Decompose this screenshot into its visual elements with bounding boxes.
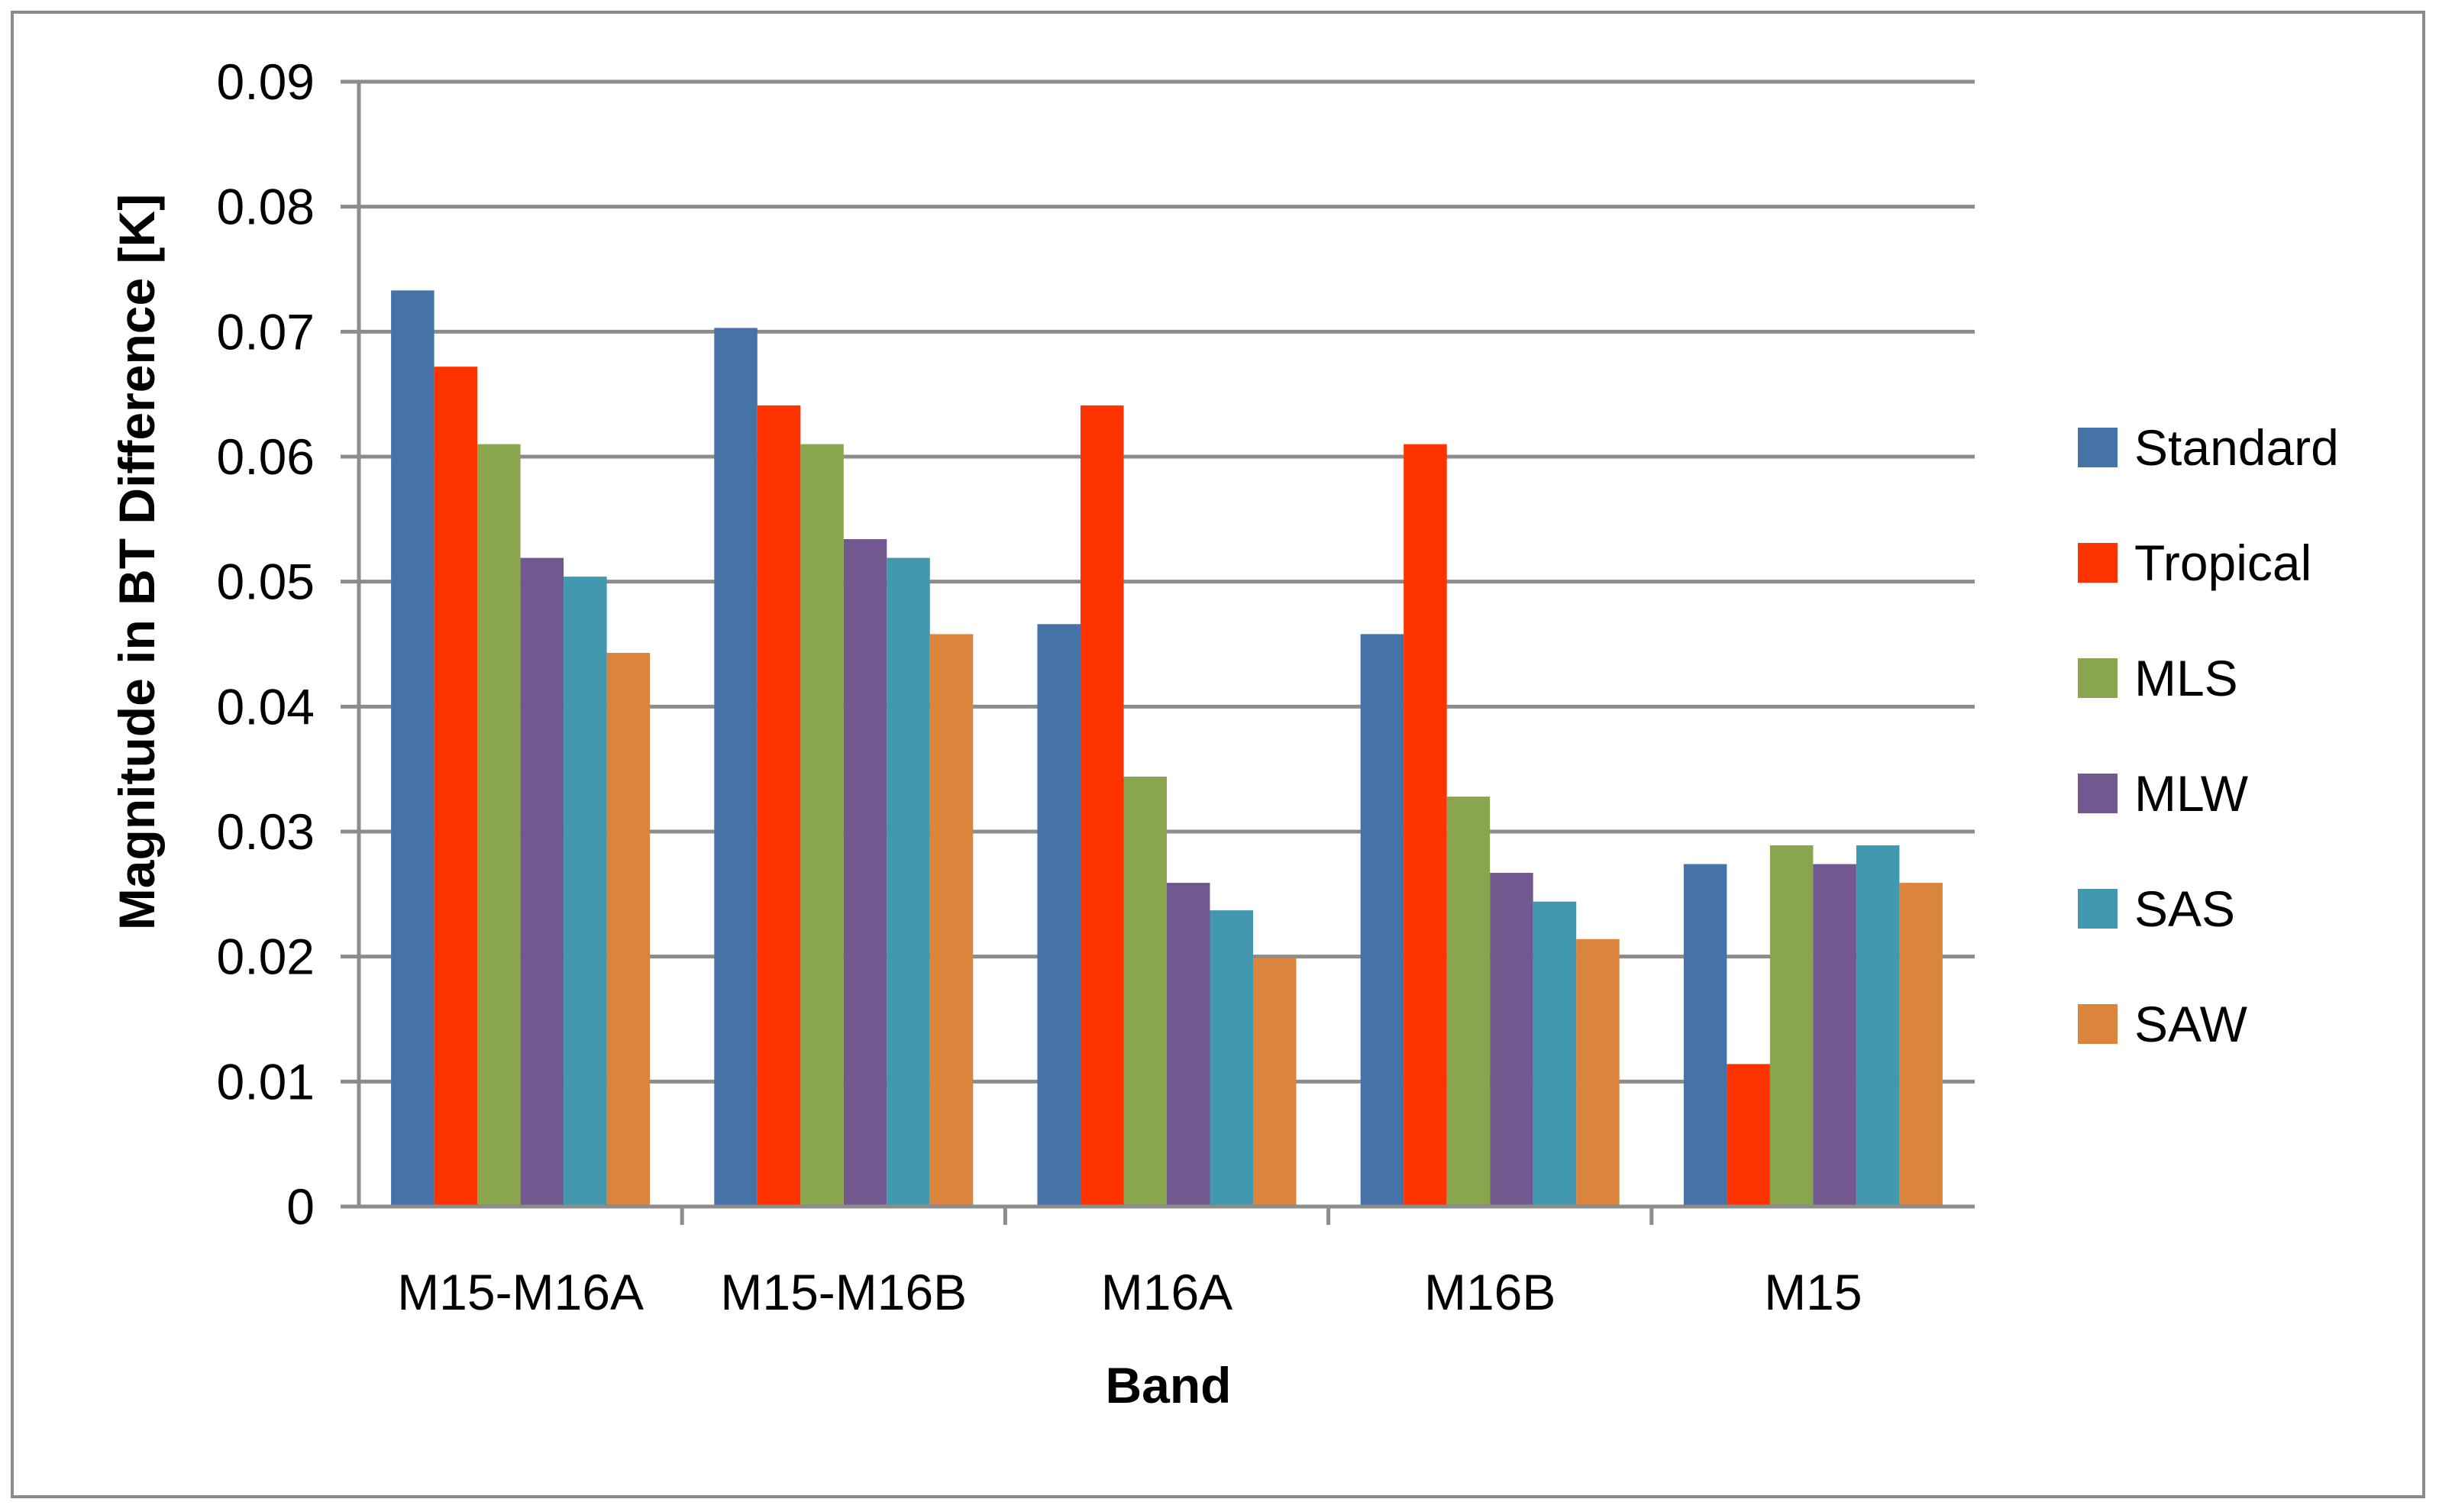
y-tick-label: 0.05 — [217, 554, 315, 610]
bar-mlw-m16b — [1490, 873, 1533, 1207]
bar-mls-m16b — [1446, 796, 1491, 1207]
bar-mls-m16a — [1123, 776, 1167, 1207]
y-tick-label: 0.01 — [217, 1053, 315, 1110]
bar-mlw-m16a — [1167, 883, 1210, 1207]
legend-label-tropical: Tropical — [2134, 535, 2311, 591]
bar-sas-m16a — [1210, 910, 1253, 1207]
legend-swatch-mlw — [2078, 774, 2118, 813]
bar-tropical-m16b — [1404, 444, 1447, 1207]
bar-standard-m16a — [1037, 624, 1081, 1207]
bar-sas-m15 — [1856, 845, 1900, 1207]
y-tick-label: 0.03 — [217, 803, 315, 860]
bar-mlw-m15 — [1813, 864, 1856, 1207]
bar-saw-m16a — [1253, 958, 1297, 1207]
bar-saw-m16b — [1576, 939, 1620, 1207]
y-tick-label: 0.08 — [217, 179, 315, 235]
x-tick-label: M16A — [1101, 1264, 1232, 1320]
bar-standard-m15 — [1683, 864, 1727, 1207]
bar-saw-m15 — [1899, 883, 1943, 1207]
bar-standard-m15-m16a — [391, 290, 434, 1207]
x-tick-label: M16B — [1424, 1264, 1555, 1320]
x-tick-label: M15-M16B — [720, 1264, 967, 1320]
legend: Standard Tropical MLS MLW SAS SAW — [2078, 419, 2339, 1052]
y-tick-labels: 0 0.01 0.02 0.03 0.04 0.05 0.06 0.07 0.08 0.09 — [217, 53, 315, 1235]
axes — [341, 79, 1975, 1225]
y-tick-label: 0.06 — [217, 428, 315, 485]
bar-mls-m15-m16b — [800, 444, 844, 1207]
x-tick-label: M15 — [1764, 1264, 1862, 1320]
x-tick-labels: M15-M16A M15-M16B M16A M16B M15 — [397, 1264, 1862, 1320]
legend-label-mlw: MLW — [2134, 765, 2249, 822]
legend-swatch-mls — [2078, 658, 2118, 698]
y-tick-label: 0.07 — [217, 303, 315, 360]
legend-label-sas: SAS — [2134, 880, 2235, 937]
bars — [391, 290, 1943, 1207]
bar-sas-m15-m16b — [887, 557, 930, 1207]
y-tick-label: 0.02 — [217, 929, 315, 985]
bar-standard-m16b — [1360, 634, 1404, 1207]
legend-label-standard: Standard — [2134, 419, 2339, 476]
legend-swatch-saw — [2078, 1004, 2118, 1044]
bar-mlw-m15-m16b — [843, 539, 887, 1207]
legend-label-mls: MLS — [2134, 650, 2238, 706]
bar-saw-m15-m16b — [929, 634, 974, 1207]
y-tick-label: 0.04 — [217, 678, 315, 735]
y-tick-label: 0.09 — [217, 53, 315, 110]
bar-saw-m15-m16a — [606, 652, 651, 1207]
bar-tropical-m15-m16a — [434, 367, 478, 1207]
legend-swatch-sas — [2078, 889, 2118, 929]
bar-tropical-m16a — [1081, 405, 1124, 1207]
bar-mlw-m15-m16a — [520, 557, 564, 1207]
y-tick-label: 0 — [286, 1178, 315, 1235]
legend-swatch-standard — [2078, 428, 2118, 467]
legend-label-saw: SAW — [2134, 996, 2248, 1052]
y-axis-title: Magnitude in BT Difference [K] — [108, 194, 165, 930]
bar-tropical-m15 — [1727, 1064, 1770, 1207]
bar-standard-m15-m16b — [714, 328, 758, 1207]
bar-tropical-m15-m16b — [757, 405, 801, 1207]
bar-mls-m15 — [1769, 845, 1814, 1207]
legend-swatch-tropical — [2078, 543, 2118, 583]
x-axis-title: Band — [1106, 1357, 1232, 1413]
bar-mls-m15-m16a — [477, 444, 521, 1207]
bar-sas-m15-m16a — [564, 577, 607, 1207]
bar-sas-m16b — [1533, 901, 1577, 1207]
x-tick-label: M15-M16A — [397, 1264, 644, 1320]
